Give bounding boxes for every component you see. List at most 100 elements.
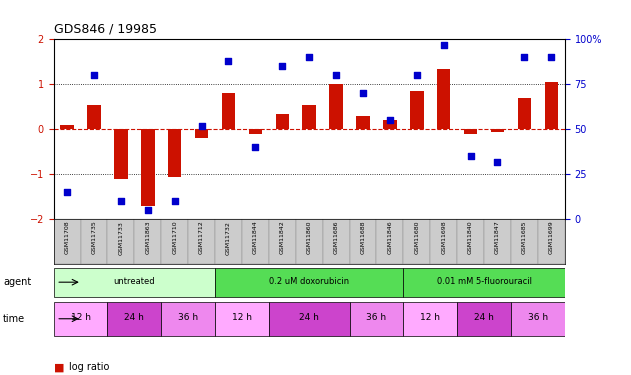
Bar — [162, 219, 188, 264]
Bar — [107, 302, 162, 336]
Bar — [383, 120, 397, 129]
Point — [89, 72, 99, 78]
Bar — [249, 129, 262, 134]
Bar — [350, 302, 403, 336]
Bar — [464, 129, 477, 134]
Text: GSM11846: GSM11846 — [387, 221, 392, 254]
Bar — [54, 268, 215, 297]
Text: GDS846 / 19985: GDS846 / 19985 — [54, 22, 156, 36]
Point — [170, 198, 180, 204]
Bar — [168, 129, 182, 177]
Bar — [242, 219, 269, 264]
Text: 24 h: 24 h — [299, 314, 319, 322]
Bar — [538, 219, 565, 264]
Bar — [215, 219, 242, 264]
Text: GSM11863: GSM11863 — [145, 221, 150, 254]
Bar — [322, 219, 350, 264]
Text: agent: agent — [3, 277, 32, 287]
Point — [304, 54, 314, 60]
Text: 12 h: 12 h — [420, 314, 440, 322]
Bar — [141, 129, 155, 206]
Point — [143, 207, 153, 213]
Text: 24 h: 24 h — [124, 314, 144, 322]
Text: GSM11733: GSM11733 — [119, 221, 124, 255]
Bar — [457, 219, 484, 264]
Text: ■: ■ — [54, 363, 64, 372]
Text: 36 h: 36 h — [367, 314, 387, 322]
Text: GSM11685: GSM11685 — [522, 221, 527, 254]
Bar — [403, 219, 430, 264]
Text: 12 h: 12 h — [71, 314, 90, 322]
Bar — [296, 219, 322, 264]
Bar — [357, 116, 370, 129]
Bar — [457, 302, 511, 336]
Bar — [403, 268, 565, 297]
Point — [519, 54, 529, 60]
Bar — [221, 93, 235, 129]
Bar — [269, 302, 350, 336]
Bar — [188, 219, 215, 264]
Bar — [107, 219, 134, 264]
Bar — [350, 219, 377, 264]
Bar — [54, 219, 81, 264]
Text: GSM11688: GSM11688 — [360, 221, 365, 254]
Text: GSM11712: GSM11712 — [199, 221, 204, 255]
Bar — [61, 125, 74, 129]
Text: 12 h: 12 h — [232, 314, 252, 322]
Point — [358, 90, 368, 96]
Text: GSM11735: GSM11735 — [91, 221, 97, 255]
Bar — [410, 91, 423, 129]
Text: GSM11680: GSM11680 — [415, 221, 419, 254]
Bar — [134, 219, 162, 264]
Bar — [195, 129, 208, 138]
Bar — [545, 82, 558, 129]
Text: 24 h: 24 h — [474, 314, 494, 322]
Text: GSM11686: GSM11686 — [334, 221, 339, 254]
Text: time: time — [3, 314, 25, 324]
Bar — [87, 105, 101, 129]
Bar — [437, 69, 451, 129]
Bar — [162, 302, 215, 336]
Bar — [511, 219, 538, 264]
Text: GSM11710: GSM11710 — [172, 221, 177, 254]
Point — [439, 42, 449, 48]
Bar — [276, 114, 289, 129]
Bar — [430, 219, 457, 264]
Text: untreated: untreated — [114, 277, 155, 286]
Bar — [329, 84, 343, 129]
Point — [331, 72, 341, 78]
Bar — [302, 105, 316, 129]
Text: 0.2 uM doxorubicin: 0.2 uM doxorubicin — [269, 277, 349, 286]
Bar — [215, 302, 269, 336]
Bar — [511, 302, 565, 336]
Point — [62, 189, 72, 195]
Text: GSM11732: GSM11732 — [226, 221, 231, 255]
Text: GSM11842: GSM11842 — [280, 221, 285, 255]
Point — [223, 58, 233, 64]
Point — [546, 54, 557, 60]
Point — [385, 117, 395, 123]
Bar — [54, 302, 107, 336]
Text: GSM11699: GSM11699 — [549, 221, 554, 255]
Text: GSM11708: GSM11708 — [64, 221, 69, 254]
Bar — [403, 302, 457, 336]
Point — [412, 72, 422, 78]
Bar — [114, 129, 127, 179]
Point — [492, 159, 502, 165]
Bar — [269, 219, 296, 264]
Point — [466, 153, 476, 159]
Bar — [215, 268, 403, 297]
Point — [196, 123, 206, 129]
Bar — [491, 129, 504, 132]
Bar — [81, 219, 107, 264]
Text: log ratio: log ratio — [69, 363, 110, 372]
Text: 36 h: 36 h — [528, 314, 548, 322]
Bar — [484, 219, 511, 264]
Text: GSM11860: GSM11860 — [307, 221, 312, 254]
Point — [251, 144, 261, 150]
Text: GSM11698: GSM11698 — [441, 221, 446, 254]
Point — [277, 63, 287, 69]
Text: GSM11840: GSM11840 — [468, 221, 473, 254]
Bar — [377, 219, 403, 264]
Text: GSM11847: GSM11847 — [495, 221, 500, 255]
